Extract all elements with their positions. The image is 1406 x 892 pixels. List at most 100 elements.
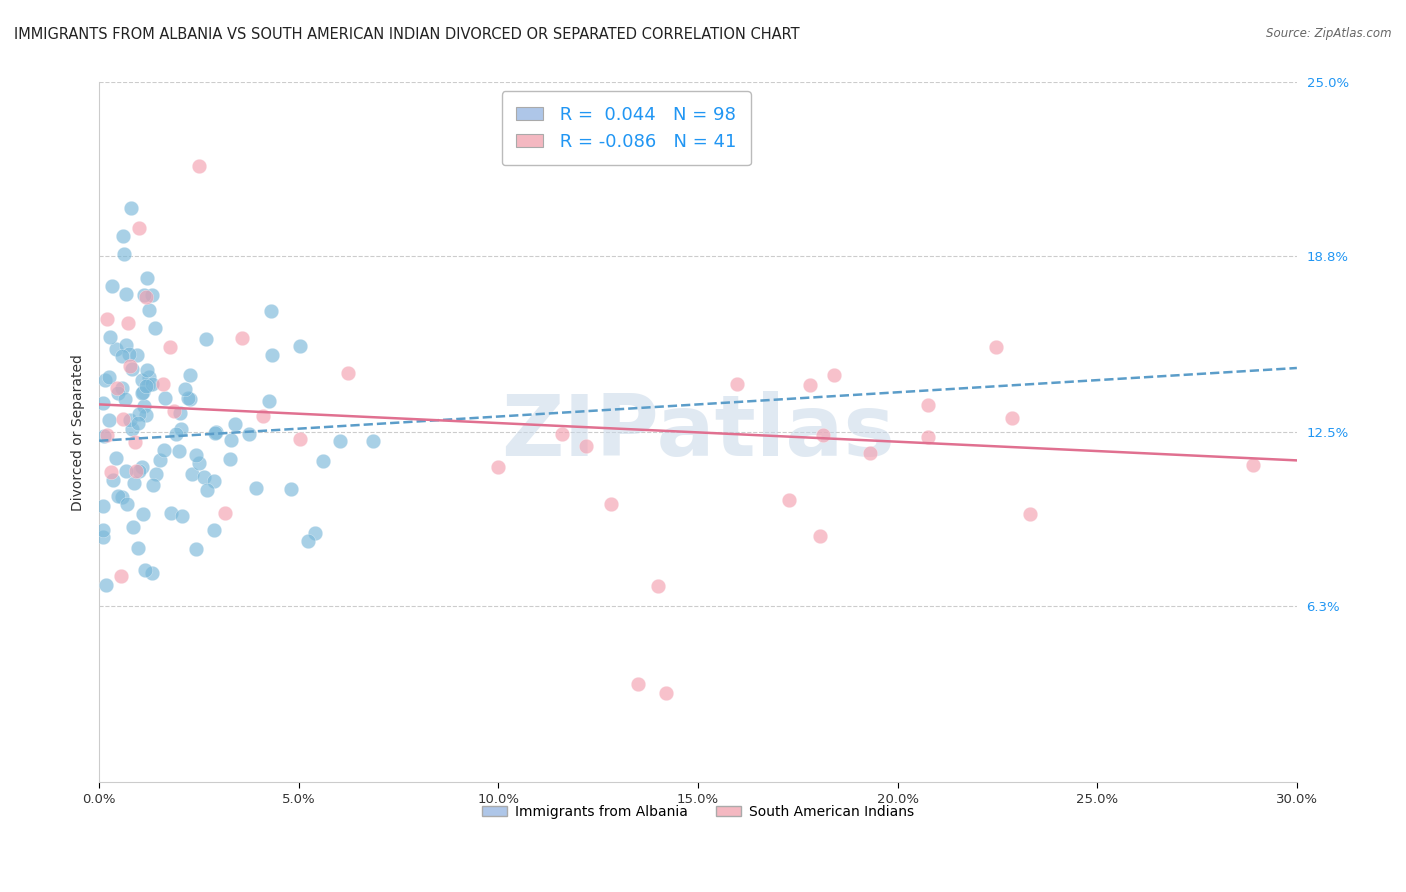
Point: [647, 579, 669, 593]
Point: [141, 478, 163, 492]
Point: [186, 448, 208, 462]
Point: [486, 459, 509, 474]
Point: [152, 377, 174, 392]
Point: [170, 508, 193, 523]
Point: [329, 434, 352, 448]
Point: [128, 221, 150, 235]
Point: [1018, 507, 1040, 521]
Point: [173, 382, 195, 396]
Point: [165, 427, 187, 442]
Point: [179, 368, 201, 383]
Point: [118, 359, 141, 373]
Text: Source: ZipAtlas.com: Source: ZipAtlas.com: [1267, 27, 1392, 40]
Point: [145, 467, 167, 481]
Point: [131, 373, 153, 387]
Point: [131, 459, 153, 474]
Point: [127, 348, 149, 362]
Point: [159, 340, 181, 354]
Point: [117, 316, 139, 330]
Point: [195, 332, 218, 346]
Point: [103, 473, 125, 487]
Point: [93, 373, 115, 387]
Point: [117, 497, 139, 511]
Point: [128, 464, 150, 478]
Point: [304, 526, 326, 541]
Point: [114, 464, 136, 478]
Point: [312, 454, 335, 468]
Point: [363, 434, 385, 448]
Legend: Immigrants from Albania, South American Indians: Immigrants from Albania, South American …: [477, 799, 920, 824]
Point: [114, 392, 136, 406]
Point: [105, 451, 128, 466]
Point: [655, 686, 678, 700]
Point: [132, 507, 155, 521]
Point: [170, 422, 193, 436]
Point: [132, 384, 155, 399]
Point: [297, 534, 319, 549]
Point: [120, 413, 142, 427]
Point: [1241, 458, 1264, 472]
Point: [187, 160, 209, 174]
Point: [551, 426, 574, 441]
Point: [136, 363, 159, 377]
Point: [141, 287, 163, 301]
Point: [111, 412, 134, 426]
Point: [91, 523, 114, 537]
Point: [94, 578, 117, 592]
Point: [112, 229, 135, 244]
Point: [167, 443, 190, 458]
Y-axis label: Divorced or Separated: Divorced or Separated: [72, 354, 86, 511]
Point: [110, 381, 132, 395]
Point: [180, 467, 202, 481]
Point: [107, 489, 129, 503]
Point: [107, 386, 129, 401]
Point: [186, 541, 208, 556]
Point: [260, 304, 283, 318]
Point: [193, 470, 215, 484]
Point: [808, 529, 831, 543]
Point: [984, 341, 1007, 355]
Point: [122, 476, 145, 491]
Point: [118, 347, 141, 361]
Point: [160, 506, 183, 520]
Point: [859, 446, 882, 460]
Point: [138, 302, 160, 317]
Point: [98, 370, 121, 384]
Point: [135, 290, 157, 304]
Point: [104, 342, 127, 356]
Point: [917, 429, 939, 443]
Point: [280, 483, 302, 497]
Point: [725, 376, 748, 391]
Point: [252, 409, 274, 423]
Text: IMMIGRANTS FROM ALBANIA VS SOUTH AMERICAN INDIAN DIVORCED OR SEPARATED CORRELATI: IMMIGRANTS FROM ALBANIA VS SOUTH AMERICA…: [14, 27, 800, 42]
Point: [111, 349, 134, 363]
Point: [115, 286, 138, 301]
Point: [101, 278, 124, 293]
Point: [288, 432, 311, 446]
Point: [778, 493, 800, 508]
Point: [600, 497, 623, 511]
Point: [627, 677, 650, 691]
Point: [224, 417, 246, 431]
Point: [124, 435, 146, 450]
Point: [121, 362, 143, 376]
Point: [128, 407, 150, 421]
Point: [260, 348, 283, 362]
Point: [96, 311, 118, 326]
Point: [179, 392, 201, 406]
Point: [917, 398, 939, 412]
Point: [205, 425, 228, 439]
Point: [135, 409, 157, 423]
Point: [135, 379, 157, 393]
Point: [124, 464, 146, 478]
Point: [823, 368, 845, 382]
Point: [575, 438, 598, 452]
Point: [799, 378, 821, 392]
Point: [169, 406, 191, 420]
Point: [811, 428, 834, 442]
Point: [214, 506, 236, 520]
Point: [120, 202, 142, 216]
Point: [149, 452, 172, 467]
Point: [134, 563, 156, 577]
Point: [290, 339, 312, 353]
